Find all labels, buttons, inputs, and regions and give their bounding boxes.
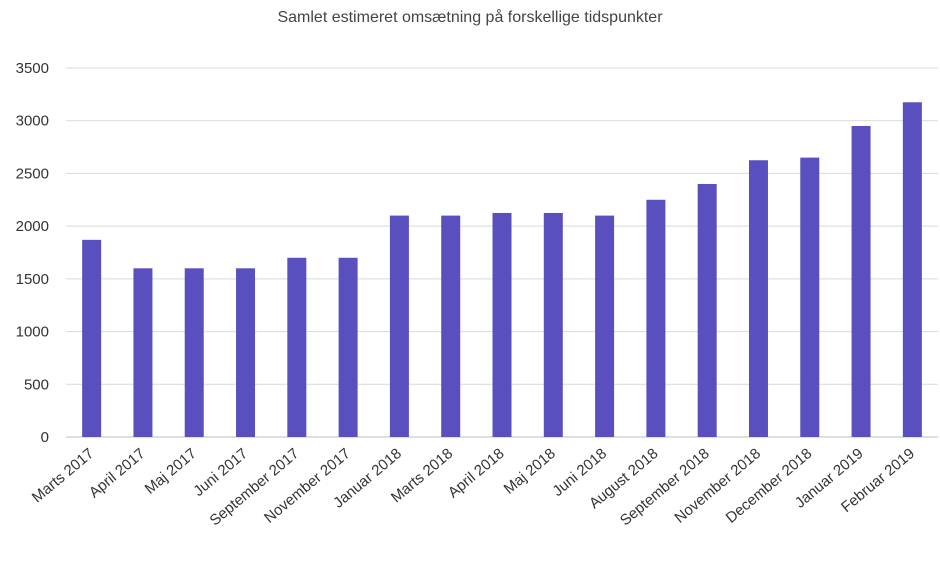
bar: [697, 183, 717, 437]
bar: [133, 268, 153, 437]
y-tick-label: 0: [41, 429, 49, 446]
x-tick-label: December 2018: [723, 445, 816, 527]
bar: [441, 215, 461, 437]
bar: [236, 268, 256, 437]
bar: [82, 239, 102, 437]
y-tick-label: 3500: [16, 60, 49, 77]
bar: [287, 257, 307, 437]
x-tick-label: April 2017: [86, 445, 149, 501]
bar: [902, 102, 922, 437]
bar: [492, 212, 512, 437]
y-tick-label: 1000: [16, 324, 49, 341]
x-tick-label: September 2018: [617, 445, 713, 529]
x-tick-label: Maj 2017: [142, 445, 200, 498]
x-tick-label: November 2017: [261, 445, 354, 527]
x-tick-label: September 2017: [206, 445, 302, 529]
bars: [82, 102, 922, 437]
y-axis-ticks: 0 500 1000 1500 2000 2500 3000 3500: [16, 60, 49, 446]
y-tick-label: 1500: [16, 271, 49, 288]
bar: [646, 199, 666, 437]
bar: [543, 212, 563, 437]
bar: [800, 157, 820, 437]
y-tick-label: 2500: [16, 165, 49, 182]
x-tick-label: November 2018: [671, 445, 764, 527]
x-tick-label: Marts 2017: [29, 445, 97, 506]
y-tick-label: 3000: [16, 113, 49, 130]
x-tick-label: April 2018: [445, 445, 508, 501]
chart-title: Samlet estimeret omsætning på forskellig…: [277, 9, 663, 26]
y-tick-label: 500: [24, 376, 49, 393]
bar: [595, 215, 615, 437]
bar: [184, 268, 204, 437]
bar: [389, 215, 409, 437]
y-tick-label: 2000: [16, 218, 49, 235]
bar: [851, 125, 871, 437]
bar: [748, 160, 768, 437]
x-tick-label: Maj 2018: [501, 445, 559, 498]
bar: [338, 257, 358, 437]
